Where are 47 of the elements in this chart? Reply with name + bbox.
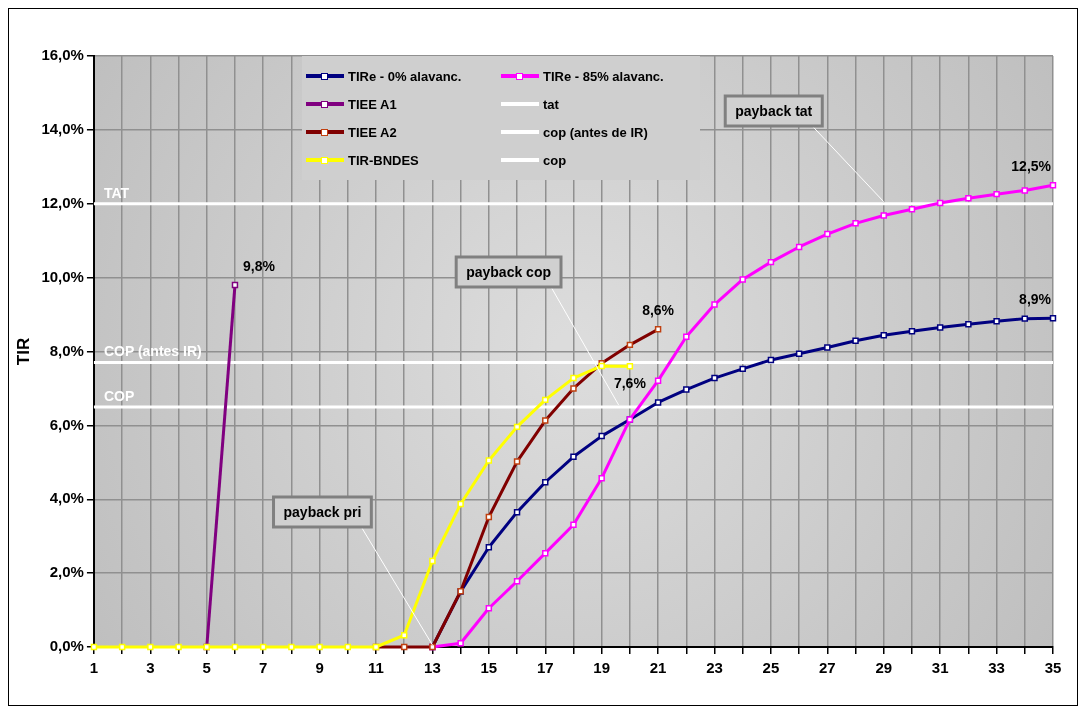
legend-label: TIRe - 85% alavanc.	[543, 68, 664, 84]
data-label: 12,5%	[1011, 158, 1052, 175]
x-tick-label: 25	[762, 659, 780, 677]
y-tick-label: 0,0%	[49, 637, 84, 655]
y-tick-label: 6,0%	[49, 415, 84, 433]
data-label: 8,6%	[642, 302, 675, 319]
y-tick-label: 2,0%	[49, 563, 84, 581]
legend-label: TIR-BNDES	[348, 152, 419, 168]
annotation: COP (antes IR)	[103, 343, 202, 360]
x-tick-label: 1	[89, 659, 99, 677]
x-tick-label: 21	[649, 659, 667, 677]
legend-label: tat	[543, 96, 559, 112]
x-tick-label: 29	[875, 659, 893, 677]
data-label: 9,8%	[242, 257, 276, 274]
data-label: 8,9%	[1019, 291, 1052, 308]
x-tick-label: 27	[818, 659, 836, 677]
x-tick-label: 23	[706, 659, 723, 677]
annotation: TAT	[103, 184, 130, 201]
x-tick-label: 3	[146, 659, 155, 677]
x-tick-label: 17	[536, 659, 554, 677]
annotation: COP	[103, 387, 135, 404]
legend-label: TIEE A1	[348, 96, 397, 112]
y-tick-label: 14,0%	[41, 120, 84, 138]
x-tick-label: 33	[988, 659, 1005, 677]
x-tick-label: 15	[480, 659, 498, 677]
y-tick-label: 4,0%	[49, 489, 84, 507]
x-tick-label: 31	[931, 659, 949, 677]
legend-label: cop (antes de IR)	[543, 124, 648, 140]
x-tick-label: 35	[1044, 659, 1062, 677]
x-tick-label: 19	[593, 659, 611, 677]
legend-label: cop	[543, 152, 567, 168]
legend-label: TIRe - 0% alavanc.	[348, 68, 462, 84]
x-tick-label: 9	[315, 659, 324, 677]
x-tick-label: 13	[424, 659, 441, 677]
x-tick-label: 7	[259, 659, 268, 677]
x-tick-label: 5	[202, 659, 211, 677]
x-tick-label: 11	[368, 659, 384, 677]
annotation: payback cop	[466, 263, 552, 280]
y-tick-label: 12,0%	[41, 193, 84, 211]
annotation: payback pri	[283, 503, 362, 520]
y-axis-title: TIR	[13, 337, 33, 366]
legend-label: TIEE A2	[348, 124, 397, 140]
data-label: 7,6%	[613, 375, 647, 392]
y-tick-label: 10,0%	[41, 267, 84, 285]
y-tick-label: 16,0%	[41, 46, 84, 64]
y-tick-label: 8,0%	[49, 341, 84, 359]
annotation: payback tat	[735, 102, 813, 119]
